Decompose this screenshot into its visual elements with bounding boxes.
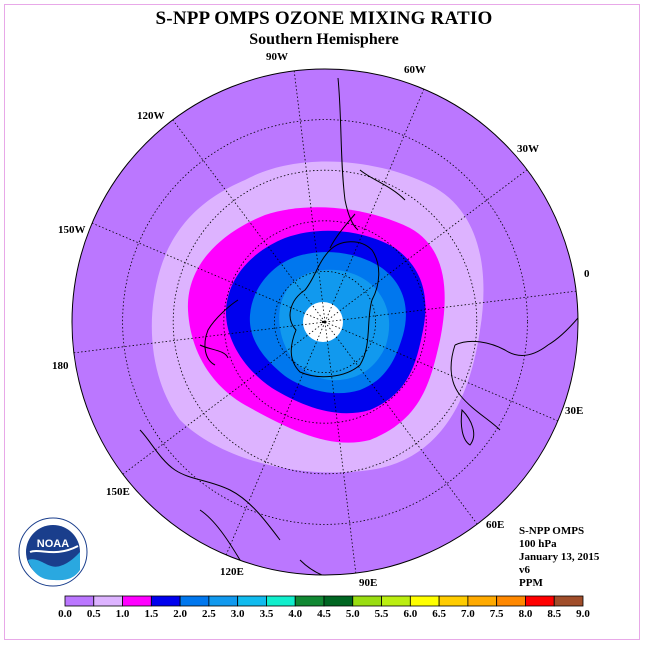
lon-label-120e: 120E [220, 566, 244, 578]
colorbar-tick-label: 4.0 [288, 608, 303, 620]
meridian-line [324, 88, 425, 323]
lon-label-120w: 120W [137, 110, 165, 122]
colorbar-tick-label: 3.0 [230, 608, 245, 620]
lon-label-90e: 90E [359, 577, 378, 589]
meridian-line [324, 321, 559, 422]
colorbar-swatch [237, 595, 267, 607]
colorbar-tick-label: 0.0 [58, 608, 72, 620]
noaa-logo-text: NOAA [37, 538, 69, 550]
meridian-line [122, 321, 326, 475]
colorbar-swatch [64, 595, 95, 607]
colorbar-tick-label: 7.5 [489, 608, 504, 620]
units-label: PPM [519, 577, 543, 589]
map-title: S-NPP OMPS OZONE MIXING RATIO [155, 8, 493, 29]
metadata-block: S-NPP OMPS 100 hPa January 13, 2015 v6 P… [519, 525, 599, 590]
colorbar-swatch [553, 595, 584, 607]
colorbar-tick-label: 2.5 [202, 608, 216, 620]
colorbar-tick-label: 1.0 [115, 608, 130, 620]
lon-label-60w: 60W [404, 64, 426, 76]
colorbar-swatch [409, 595, 440, 607]
latitude-circle [172, 169, 478, 475]
colorbar-tick-label: 6.5 [432, 608, 446, 620]
colorbar-swatch [150, 595, 181, 607]
meridian-line [73, 321, 326, 354]
latitude-circle [122, 119, 528, 525]
pole-marker [321, 320, 325, 324]
meridian-line [172, 119, 326, 323]
colorbar-tick-label: 1.5 [144, 608, 159, 620]
colorbar-swatch [266, 595, 296, 607]
meridian-line [293, 70, 326, 323]
meridian-line [91, 222, 326, 323]
lon-label-150e: 150E [106, 486, 130, 498]
colorbar-tick-label: 8.0 [518, 608, 533, 620]
colorbar-swatch [208, 595, 239, 607]
colorbar-tick-label: 2.0 [173, 608, 187, 620]
colorbar-swatch [294, 595, 325, 607]
lon-label-60e: 60E [486, 519, 505, 531]
pressure-level-label: 100 hPa [519, 538, 557, 550]
date-label: January 13, 2015 [519, 551, 600, 563]
lon-label-90w: 90W [266, 51, 288, 63]
colorbar-swatch [467, 595, 498, 607]
meridian-line [324, 290, 577, 323]
colorbar-tick-label: 0.5 [86, 608, 101, 620]
colorbar-swatch [122, 595, 152, 607]
graticule [73, 70, 577, 574]
colorbar-swatch [323, 595, 354, 607]
noaa-logo: NOAA [17, 516, 89, 588]
lon-label-0: 0 [584, 268, 590, 280]
instrument-label: S-NPP OMPS [519, 525, 585, 537]
colorbar-tick-label: 6.0 [403, 608, 418, 620]
colorbar-tick-label: 9.0 [576, 608, 590, 620]
colorbar-swatch [381, 595, 411, 607]
version-label: v6 [519, 564, 530, 576]
colorbar-tick-label: 7.0 [461, 608, 475, 620]
colorbar-swatch [438, 595, 469, 607]
map-border [71, 68, 579, 576]
latitude-circle [223, 220, 427, 424]
colorbar-tick-label: 8.5 [547, 608, 562, 620]
lon-label-30e: 30E [565, 405, 584, 417]
colorbar-tick-label: 5.0 [345, 608, 360, 620]
lon-label-180: 180 [52, 360, 69, 372]
lon-label-30w: 30W [517, 143, 539, 155]
colorbar-tick-label: 5.5 [374, 608, 389, 620]
colorbar-swatch [93, 595, 123, 607]
figure-frame [4, 4, 640, 640]
colorbar-swatch [496, 595, 526, 607]
colorbar-swatch [525, 595, 555, 607]
meridian-line [324, 321, 357, 574]
colorbar-swatch [179, 595, 210, 607]
colorbar-tick-label: 3.5 [259, 608, 274, 620]
colorbar-tick-label: 4.5 [317, 608, 331, 620]
map-subtitle: Southern Hemisphere [249, 31, 399, 48]
latitude-circle [273, 270, 376, 373]
meridian-line [225, 321, 326, 556]
colorbar-swatch [352, 595, 382, 607]
meridian-line [324, 169, 528, 323]
lon-label-150w: 150W [58, 224, 86, 236]
colorbar [64, 595, 584, 607]
meridian-line [324, 321, 478, 525]
